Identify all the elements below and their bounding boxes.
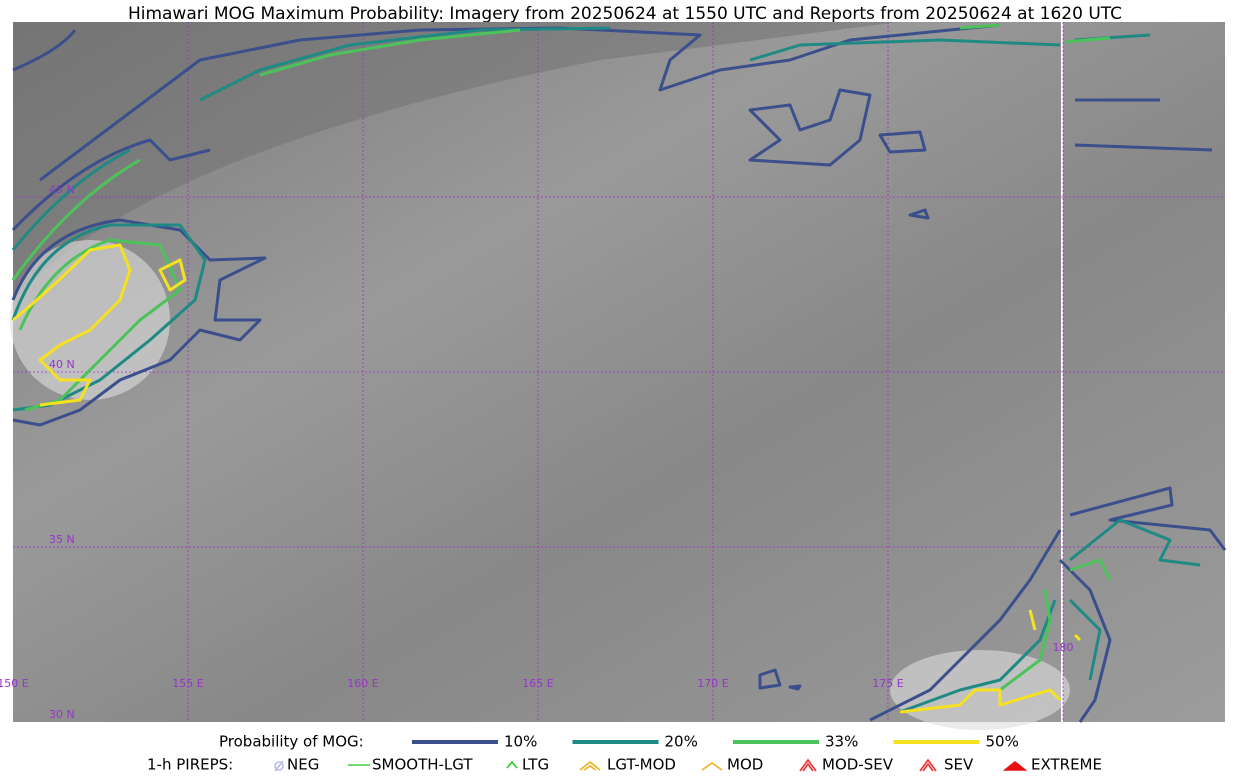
probability-legend: 10% 20% 33% 50% [412,733,1019,751]
longitude-label: 155 E [172,677,203,690]
legend-label: SEV [944,756,974,774]
latitude-label: 35 N [49,533,75,546]
contour-20 [899,518,1201,714]
legend-label: MOD [727,756,763,774]
latitude-labels: 45 N 40 N 35 N 30 N [49,183,75,721]
longitude-label: 175 E [872,677,903,690]
longitude-label: 160 E [347,677,378,690]
pirep-icon [1002,760,1028,771]
legend-label: LGT-MOD [607,756,676,774]
legend-label: EXTREME [1031,756,1102,774]
legend-label: 33% [825,733,858,751]
latitude-label: 45 N [49,183,75,196]
longitude-label: 180 [1053,641,1074,654]
longitude-label: 150 E [0,677,29,690]
contours [11,23,1227,723]
title: Himawari MOG Maximum Probability: Imager… [128,4,1122,24]
contour-10 [1069,98,1227,551]
contour-10 [748,88,930,220]
pirep-icon [506,760,518,769]
pirep-icon [274,760,284,772]
pirep-icon [799,758,817,772]
legend-label: 10% [504,733,537,751]
legend-title: Probability of MOG: [219,733,364,751]
legend-label: NEG [287,756,319,774]
pirep-legend: NEG SMOOTH-LGT LTG LGT-MOD MOD MOD-SEV SEV EXTR… [274,756,1102,774]
legend-label: 20% [665,733,698,751]
legend-label: SMOOTH-LGT [372,756,473,774]
longitude-label: 165 E [522,677,553,690]
pirep-icon [919,758,937,772]
legend: Probability of MOG: 10% 20% 33% 50% 1-h PIR… [147,733,1102,774]
pirep-icon [579,760,601,771]
map: 45 N 40 N 35 N 30 N 150 E 155 E 160 E 165 E 170… [0,22,1227,730]
legend-label: LTG [522,756,549,774]
latitude-label: 40 N [49,358,75,371]
longitude-label: 170 E [697,677,728,690]
graticule [13,22,1225,722]
contour-10 [758,529,1112,723]
dark-band [13,22,900,300]
contour-10 [11,23,1001,232]
contour-50 [12,243,1082,714]
legend-title: 1-h PIREPS: [147,756,233,774]
latitude-label: 30 N [49,708,75,721]
longitude-labels: 150 E 155 E 160 E 165 E 170 E 175 E 180 [0,641,1074,690]
contour-10 [11,218,267,427]
legend-label: MOD-SEV [822,756,894,774]
legend-label: 50% [986,733,1019,751]
contour-20 [11,26,1151,412]
contour-33 [11,23,1112,692]
pirep-icon [701,762,723,771]
